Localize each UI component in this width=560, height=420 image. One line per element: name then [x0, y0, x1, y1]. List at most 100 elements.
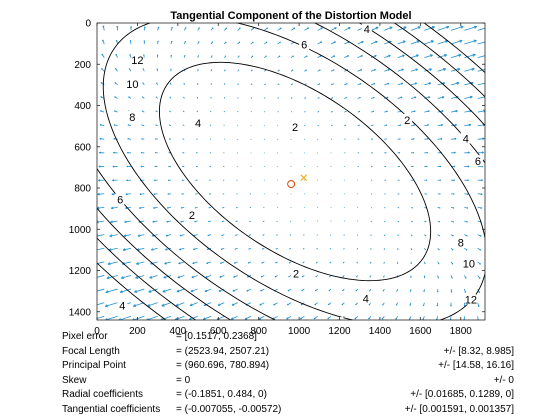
field-arrow	[235, 220, 238, 223]
field-arrow	[264, 83, 266, 86]
field-arrow	[231, 302, 238, 306]
field-arrow	[304, 111, 306, 113]
x-tick-label: 400	[169, 326, 186, 337]
field-arrow	[165, 234, 172, 237]
field-arrow	[97, 192, 105, 196]
field-arrow	[263, 138, 265, 140]
field-arrow	[410, 54, 419, 59]
contour-label: 4	[195, 118, 201, 130]
contour-label-bg	[186, 208, 197, 220]
field-arrow	[116, 25, 119, 31]
calibration-value: = (2523.94, 2507.21)	[176, 345, 270, 357]
tangential-arrows	[97, 25, 503, 320]
field-arrow	[424, 26, 435, 31]
field-arrow	[382, 302, 385, 306]
field-arrow	[208, 220, 212, 223]
field-arrow	[450, 288, 453, 293]
field-arrow	[491, 221, 495, 222]
field-arrow	[330, 179, 332, 181]
field-arrow	[437, 193, 441, 195]
field-arrow	[136, 261, 145, 265]
field-arrow	[155, 138, 158, 140]
field-arrow	[112, 165, 118, 168]
calibration-label: Radial coefficients	[62, 389, 143, 401]
field-arrow	[152, 220, 158, 223]
calibration-value: = (960.696, 780.894)	[176, 360, 270, 372]
field-arrow	[491, 166, 497, 168]
field-arrow	[330, 83, 334, 86]
field-arrow	[275, 261, 278, 264]
field-arrow	[114, 68, 118, 72]
field-arrow	[275, 247, 278, 250]
field-arrow	[134, 288, 145, 293]
field-arrow	[221, 234, 225, 237]
field-arrow	[260, 275, 265, 278]
field-arrow	[436, 289, 439, 293]
contour-label-bg	[333, 317, 344, 320]
field-arrow	[195, 179, 198, 181]
field-arrow	[477, 41, 485, 45]
field-arrow	[177, 275, 185, 279]
contour-label-bg	[127, 77, 138, 89]
field-arrow	[464, 95, 473, 99]
field-arrow	[370, 207, 373, 209]
field-arrow	[451, 179, 455, 182]
field-arrow	[153, 193, 158, 195]
field-arrow	[182, 138, 185, 140]
field-arrow	[410, 220, 413, 223]
field-arrow	[181, 193, 185, 195]
field-arrow	[194, 206, 198, 209]
field-arrow	[464, 165, 470, 168]
field-arrow	[464, 25, 478, 31]
field-arrow	[183, 96, 185, 99]
field-arrow	[370, 110, 374, 113]
field-arrow	[182, 165, 185, 168]
field-arrow	[141, 124, 145, 127]
field-arrow	[133, 302, 145, 308]
field-arrow	[317, 27, 323, 31]
field-arrow	[423, 275, 426, 279]
field-arrow	[397, 165, 400, 168]
field-arrow	[190, 288, 198, 293]
field-arrow	[317, 193, 319, 195]
field-arrow	[264, 55, 267, 58]
field-arrow	[370, 96, 375, 99]
field-arrow	[139, 206, 145, 209]
field-arrow	[341, 302, 345, 306]
field-arrow	[107, 261, 118, 266]
field-arrow	[344, 110, 347, 113]
calibration-value: = (-0.1851, 0.484, 0)	[176, 389, 267, 401]
contour-label-bg	[455, 236, 466, 248]
field-arrow	[290, 152, 292, 154]
field-arrow	[397, 152, 401, 154]
field-arrow	[155, 110, 158, 113]
field-arrow	[424, 54, 433, 59]
calibration-label: Tangential coefficients	[62, 404, 161, 415]
field-arrow	[248, 234, 252, 236]
field-arrow	[263, 125, 265, 127]
field-arrow	[436, 302, 439, 307]
calibration-row: Pixel error = [0.1517, 0.2368]	[0, 330, 560, 344]
field-arrow	[156, 68, 159, 72]
field-arrow	[491, 275, 494, 278]
field-arrow	[343, 166, 345, 167]
field-arrow	[304, 55, 308, 58]
field-arrow	[250, 138, 252, 140]
field-arrow	[491, 207, 496, 208]
field-arrow	[342, 261, 345, 264]
field-arrow	[157, 26, 160, 31]
chart-title: Tangential Component of the Distortion M…	[170, 10, 411, 22]
field-arrow	[207, 234, 212, 237]
y-tick-label: 1200	[69, 266, 92, 277]
field-arrow	[491, 26, 503, 30]
field-arrow	[303, 179, 305, 181]
y-tick-label: 1400	[69, 307, 92, 318]
field-arrow	[217, 302, 225, 306]
y-tick-label: 0	[85, 19, 91, 30]
field-arrow	[477, 27, 485, 31]
field-arrow	[218, 288, 225, 292]
field-arrow	[250, 125, 252, 127]
field-arrow	[104, 302, 118, 308]
field-arrow	[277, 166, 279, 167]
contour-label-bg	[460, 132, 471, 144]
